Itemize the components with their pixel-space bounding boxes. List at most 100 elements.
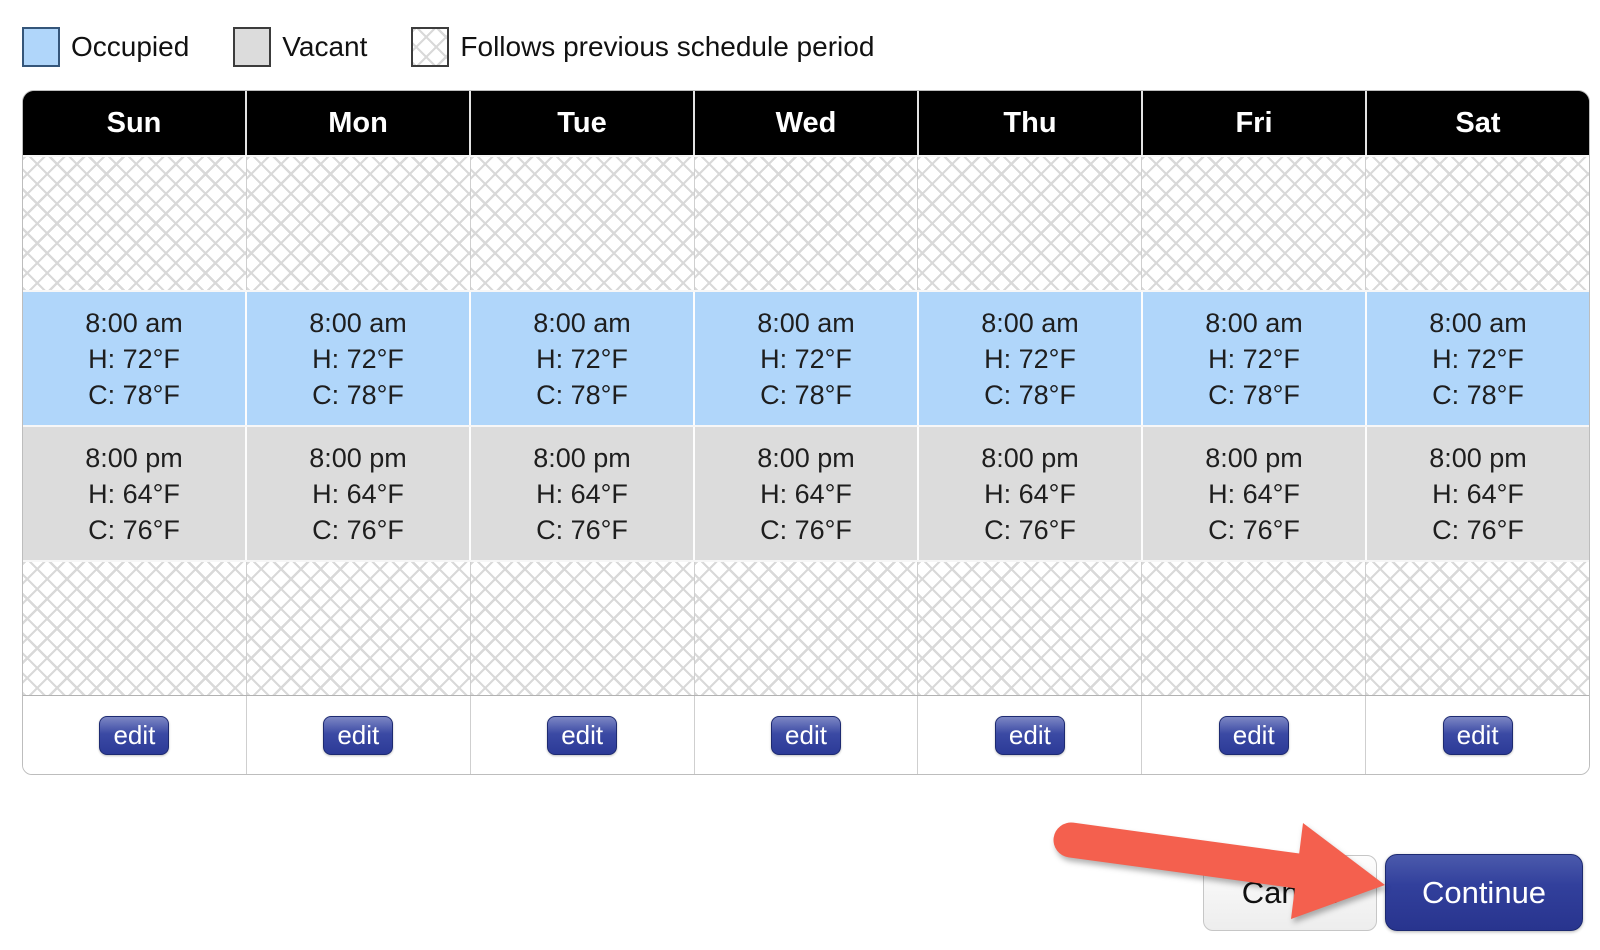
schedule-cell-vacant: 8:00 pm H: 64°F C: 76°F xyxy=(917,427,1141,560)
edit-button[interactable]: edit xyxy=(771,716,841,755)
period-heat: H: 64°F xyxy=(312,478,404,509)
period-time: 8:00 am xyxy=(533,307,631,338)
period-cool: C: 76°F xyxy=(536,514,628,545)
period-cool: C: 78°F xyxy=(536,379,628,410)
period-cool: C: 78°F xyxy=(1208,379,1300,410)
schedule-cell-vacant: 8:00 pm H: 64°F C: 76°F xyxy=(245,427,469,560)
period-cool: C: 76°F xyxy=(312,514,404,545)
cancel-button[interactable]: Cancel xyxy=(1203,855,1377,931)
period-heat: H: 72°F xyxy=(88,343,180,374)
legend-item-occupied: Occupied xyxy=(22,27,189,67)
edit-cell-sat: edit xyxy=(1365,696,1589,774)
edit-cell-wed: edit xyxy=(693,696,918,774)
period-cool: C: 78°F xyxy=(1432,379,1524,410)
period-cool: C: 78°F xyxy=(760,379,852,410)
period-time: 8:00 am xyxy=(1205,307,1303,338)
occupied-swatch xyxy=(22,27,60,67)
edit-cell-mon: edit xyxy=(245,696,470,774)
period-heat: H: 64°F xyxy=(760,478,852,509)
schedule-cell-follows xyxy=(245,157,470,290)
vacant-swatch xyxy=(233,27,272,67)
edit-cell-thu: edit xyxy=(917,696,1141,774)
period-cool: C: 76°F xyxy=(760,514,852,545)
period-heat: H: 72°F xyxy=(312,343,404,374)
period-time: 8:00 am xyxy=(757,307,855,338)
occupied-period-row: 8:00 am H: 72°F C: 78°F 8:00 am H: 72°F … xyxy=(23,290,1589,425)
period-time: 8:00 pm xyxy=(1205,442,1303,473)
edit-cell-fri: edit xyxy=(1141,696,1365,774)
period-time: 8:00 pm xyxy=(309,442,407,473)
schedule-cell-follows xyxy=(693,157,918,290)
follows-row-bottom xyxy=(23,560,1589,695)
schedule-cell-occupied: 8:00 am H: 72°F C: 78°F xyxy=(23,292,245,425)
period-heat: H: 64°F xyxy=(1208,478,1300,509)
schedule-cell-occupied: 8:00 am H: 72°F C: 78°F xyxy=(245,292,469,425)
schedule-cell-follows xyxy=(469,562,694,695)
period-cool: C: 78°F xyxy=(984,379,1076,410)
edit-button[interactable]: edit xyxy=(1442,716,1513,755)
period-cool: C: 76°F xyxy=(88,514,180,545)
legend: Occupied Vacant Follows previous schedul… xyxy=(22,27,918,67)
continue-button[interactable]: Continue xyxy=(1385,854,1583,931)
schedule-cell-vacant: 8:00 pm H: 64°F C: 76°F xyxy=(23,427,245,560)
day-header-sun: Sun xyxy=(23,91,245,155)
period-cool: C: 76°F xyxy=(1432,514,1524,545)
schedule-cell-follows xyxy=(23,157,246,290)
edit-button[interactable]: edit xyxy=(994,716,1065,755)
weekly-schedule-table: Sun Mon Tue Wed Thu Fri Sat 8:00 am H: 7… xyxy=(22,90,1590,775)
schedule-cell-occupied: 8:00 am H: 72°F C: 78°F xyxy=(1141,292,1365,425)
legend-label-vacant: Vacant xyxy=(282,31,368,62)
day-header-tue: Tue xyxy=(469,91,693,155)
schedule-cell-vacant: 8:00 pm H: 64°F C: 76°F xyxy=(1141,427,1365,560)
legend-item-vacant: Vacant xyxy=(233,27,367,67)
schedule-cell-vacant: 8:00 pm H: 64°F C: 76°F xyxy=(1365,427,1589,560)
edit-cell-sun: edit xyxy=(23,696,246,774)
legend-label-occupied: Occupied xyxy=(71,31,190,62)
edit-button[interactable]: edit xyxy=(547,716,618,755)
schedule-cell-follows xyxy=(693,562,918,695)
vacant-period-row: 8:00 pm H: 64°F C: 76°F 8:00 pm H: 64°F … xyxy=(23,425,1589,560)
schedule-cell-follows xyxy=(1141,157,1366,290)
period-heat: H: 72°F xyxy=(1208,343,1300,374)
schedule-cell-follows xyxy=(1365,562,1589,695)
edit-button[interactable]: edit xyxy=(323,716,394,755)
period-time: 8:00 am xyxy=(309,307,407,338)
period-heat: H: 64°F xyxy=(88,478,180,509)
edit-button[interactable]: edit xyxy=(99,716,170,755)
period-cool: C: 78°F xyxy=(312,379,404,410)
period-heat: H: 72°F xyxy=(984,343,1076,374)
period-time: 8:00 am xyxy=(85,307,183,338)
legend-item-follows: Follows previous schedule period xyxy=(411,27,874,67)
schedule-cell-vacant: 8:00 pm H: 64°F C: 76°F xyxy=(469,427,693,560)
period-heat: H: 64°F xyxy=(984,478,1076,509)
schedule-cell-occupied: 8:00 am H: 72°F C: 78°F xyxy=(693,292,917,425)
follows-swatch xyxy=(411,27,450,67)
edit-cell-tue: edit xyxy=(469,696,694,774)
edit-button[interactable]: edit xyxy=(1218,716,1289,755)
period-time: 8:00 pm xyxy=(533,442,631,473)
schedule-cell-vacant: 8:00 pm H: 64°F C: 76°F xyxy=(693,427,917,560)
follows-row-top xyxy=(23,155,1589,290)
schedule-cell-follows xyxy=(1141,562,1366,695)
schedule-cell-follows xyxy=(23,562,246,695)
day-header-wed: Wed xyxy=(693,91,917,155)
day-header-row: Sun Mon Tue Wed Thu Fri Sat xyxy=(23,91,1589,155)
period-cool: C: 78°F xyxy=(88,379,180,410)
period-time: 8:00 pm xyxy=(757,442,855,473)
edit-row: edit edit edit edit edit edit edit xyxy=(23,695,1589,774)
schedule-cell-follows xyxy=(1365,157,1589,290)
period-heat: H: 64°F xyxy=(1432,478,1524,509)
period-time: 8:00 pm xyxy=(981,442,1079,473)
period-time: 8:00 am xyxy=(1429,307,1527,338)
day-header-thu: Thu xyxy=(917,91,1141,155)
period-cool: C: 76°F xyxy=(984,514,1076,545)
day-header-fri: Fri xyxy=(1141,91,1365,155)
schedule-cell-occupied: 8:00 am H: 72°F C: 78°F xyxy=(1365,292,1589,425)
schedule-cell-follows xyxy=(469,157,694,290)
schedule-cell-follows xyxy=(917,562,1142,695)
period-cool: C: 76°F xyxy=(1208,514,1300,545)
day-header-sat: Sat xyxy=(1365,91,1589,155)
schedule-cell-follows xyxy=(245,562,470,695)
period-heat: H: 64°F xyxy=(536,478,628,509)
schedule-cell-occupied: 8:00 am H: 72°F C: 78°F xyxy=(917,292,1141,425)
